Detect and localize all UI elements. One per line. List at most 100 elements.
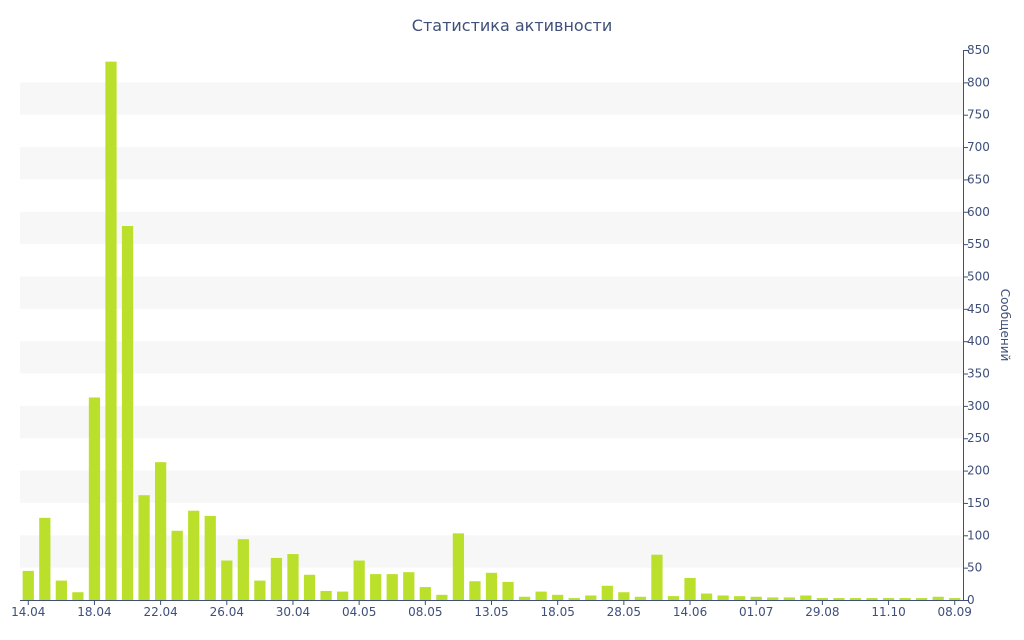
- bar[interactable]: [22, 570, 34, 600]
- bar[interactable]: [634, 596, 647, 600]
- bar[interactable]: [734, 596, 746, 600]
- bar[interactable]: [403, 572, 415, 600]
- y-tick-label: 750: [967, 108, 990, 122]
- bar[interactable]: [750, 596, 762, 600]
- x-tick-label: 08.05: [408, 605, 442, 619]
- bar[interactable]: [221, 560, 233, 600]
- bar[interactable]: [336, 591, 349, 600]
- x-tick-label: 18.05: [540, 605, 574, 619]
- bar[interactable]: [618, 592, 630, 600]
- bar[interactable]: [154, 462, 167, 600]
- bar[interactable]: [932, 596, 944, 600]
- bar[interactable]: [882, 598, 895, 600]
- bar[interactable]: [717, 595, 729, 600]
- bar[interactable]: [287, 554, 299, 600]
- y-tick-label: 250: [967, 431, 990, 445]
- bar[interactable]: [386, 574, 398, 600]
- y-tick-label: 50: [967, 561, 982, 575]
- bar[interactable]: [204, 515, 216, 600]
- bar[interactable]: [138, 495, 150, 600]
- grid-band: [20, 82, 963, 115]
- y-tick-label: 500: [967, 269, 990, 283]
- y-tick-label: 150: [967, 496, 990, 510]
- bar[interactable]: [767, 597, 779, 600]
- chart-title: Статистика активности: [412, 16, 612, 35]
- bar[interactable]: [585, 595, 597, 600]
- bar[interactable]: [833, 598, 845, 600]
- y-tick-label: 400: [967, 334, 990, 348]
- bar[interactable]: [949, 598, 961, 600]
- bars-group: [22, 61, 961, 601]
- grid-band: [20, 276, 963, 309]
- x-tick-label: 29.08: [805, 605, 839, 619]
- y-tick-label: 0: [967, 593, 975, 607]
- bar[interactable]: [518, 596, 531, 600]
- y-tick-label: 450: [967, 302, 990, 316]
- bar[interactable]: [303, 574, 316, 600]
- y-tick-label: 600: [967, 205, 990, 219]
- bar[interactable]: [188, 510, 200, 600]
- bar[interactable]: [485, 572, 498, 600]
- grid-band: [20, 211, 963, 245]
- bar[interactable]: [39, 517, 51, 600]
- bar[interactable]: [783, 597, 795, 600]
- bar[interactable]: [916, 598, 928, 600]
- y-tick-label: 800: [967, 75, 990, 89]
- y-tick-label: 350: [967, 367, 990, 381]
- bar[interactable]: [651, 554, 663, 600]
- bar[interactable]: [254, 580, 266, 600]
- grid-band: [20, 470, 963, 503]
- bar[interactable]: [800, 595, 812, 600]
- x-tick-label: 01.07: [739, 605, 773, 619]
- x-axis-ticks: 14.04 18.04 22.04 26.04 30.04 04.05 08.05 13.05…: [11, 600, 972, 619]
- bar[interactable]: [849, 598, 862, 600]
- bar[interactable]: [419, 587, 431, 600]
- bar[interactable]: [353, 560, 365, 600]
- bar[interactable]: [700, 593, 713, 600]
- bar[interactable]: [320, 590, 332, 600]
- x-tick-label: 26.04: [210, 605, 244, 619]
- bar[interactable]: [816, 598, 829, 600]
- grid-bands: [20, 82, 963, 568]
- bar[interactable]: [535, 591, 547, 600]
- grid-band: [20, 147, 963, 180]
- bar[interactable]: [552, 594, 564, 600]
- grid-band: [20, 405, 963, 439]
- x-tick-label: 11.10: [871, 605, 905, 619]
- bar[interactable]: [568, 598, 580, 600]
- bar[interactable]: [436, 594, 448, 600]
- y-tick-label: 650: [967, 172, 990, 186]
- bar[interactable]: [237, 539, 249, 600]
- y-axis-title: Сообщений: [998, 289, 1012, 362]
- x-tick-label: 04.05: [342, 605, 376, 619]
- bar[interactable]: [684, 578, 696, 600]
- bar[interactable]: [502, 581, 514, 600]
- bar[interactable]: [72, 592, 84, 600]
- bar[interactable]: [899, 598, 911, 600]
- y-tick-label: 850: [967, 43, 990, 57]
- y-tick-label: 550: [967, 237, 990, 251]
- bar[interactable]: [601, 585, 613, 600]
- bar[interactable]: [171, 530, 183, 600]
- y-tick-label: 200: [967, 464, 990, 478]
- bar[interactable]: [270, 557, 283, 600]
- y-tick-label: 700: [967, 140, 990, 154]
- bar[interactable]: [370, 574, 382, 600]
- x-tick-label: 08.09: [938, 605, 972, 619]
- bar[interactable]: [105, 61, 117, 601]
- bar[interactable]: [866, 598, 878, 600]
- bar[interactable]: [121, 226, 134, 600]
- grid-band: [20, 341, 963, 374]
- bar[interactable]: [55, 580, 67, 600]
- x-tick-label: 18.04: [77, 605, 111, 619]
- bar[interactable]: [469, 581, 481, 600]
- x-tick-label: 30.04: [276, 605, 310, 619]
- x-tick-label: 28.05: [607, 605, 641, 619]
- bar[interactable]: [667, 596, 680, 600]
- y-axis-ticks: 0 50 100 150 200 250 300 350 400 450 500 550 600 650 7…: [963, 43, 990, 607]
- x-tick-label: 13.05: [474, 605, 508, 619]
- bar[interactable]: [452, 533, 465, 600]
- bar[interactable]: [88, 397, 101, 600]
- y-tick-label: 300: [967, 399, 990, 413]
